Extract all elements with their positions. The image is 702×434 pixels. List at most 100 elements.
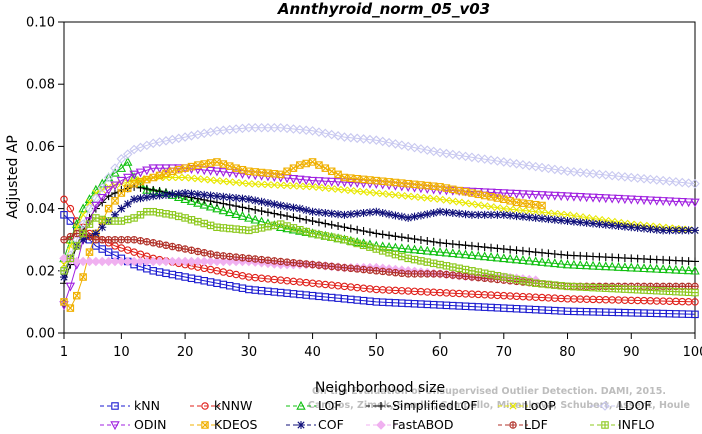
data-point-fastabod [218,256,229,267]
data-point-inflo [60,267,68,275]
data-point-cof [200,190,209,199]
data-point-odin [677,198,687,207]
data-point-fastabod [135,256,146,267]
data-point-inflo [270,221,279,230]
data-point-odin [237,170,248,179]
data-point-odin [212,167,222,177]
data-point-kdeos [327,167,336,176]
data-point-kdeos [85,248,94,256]
data-point-ldf [378,267,387,276]
data-point-cof [91,229,100,238]
data-point-kdeos [66,304,75,312]
y-tick-label: 0.06 [26,140,55,155]
data-point-loop [500,205,508,213]
data-point-ldf [315,261,323,269]
data-point-lof [186,195,197,205]
data-point-lof [288,224,299,234]
data-point-simplifiedlof [525,247,534,256]
data-point-fastabod [148,256,159,267]
data-point-loop [519,206,527,215]
x-tick-label: 50 [368,345,385,360]
data-point-ldf [404,270,412,278]
data-point-simplifiedlof [295,214,304,223]
data-point-odin [129,170,139,180]
data-point-inflo [219,224,228,232]
data-point-odin [524,190,534,200]
data-point-cof [161,190,170,199]
data-point-inflo [111,217,119,225]
y-axis-label: Adjusted AP [5,135,21,219]
data-point-cof [397,212,406,221]
data-point-ldf [213,251,221,260]
data-point-inflo [461,265,470,274]
legend-label: kNN [134,398,160,413]
data-point-cof [155,191,164,200]
data-point-loop [366,188,374,197]
data-point-fastabod [161,256,171,267]
data-point-simplifiedlof [314,218,323,227]
data-point-cof [123,199,132,208]
data-point-loop [404,192,412,200]
x-tick-label: 80 [559,345,576,360]
legend-marker [201,402,209,410]
data-point-cof [372,207,381,216]
data-point-odin [352,179,362,188]
data-point-fastabod [91,256,101,267]
data-point-ldof [250,122,260,133]
data-point-lof [524,255,534,265]
data-point-odin [486,188,496,198]
data-point-loop [200,175,208,183]
data-point-inflo [474,268,483,276]
data-point-odin [154,164,165,174]
legend-marker [509,421,517,429]
legend-item-cof: COF [286,417,344,432]
data-point-cof [678,226,687,235]
x-tick-label: 30 [241,345,258,360]
data-point-ldf [283,258,291,266]
data-point-inflo [391,250,400,259]
data-point-odin [626,195,636,205]
data-point-odin [607,194,617,204]
chart-title: Annthyroid_norm_05_v03 [277,0,490,18]
data-point-ldf [104,235,113,244]
data-point-lof [231,209,241,218]
data-point-lof [518,255,528,264]
data-point-ldf [436,270,444,278]
data-point-simplifiedlof [238,203,247,212]
data-point-lof [78,203,88,213]
data-point-cof [98,223,107,232]
data-point-inflo [672,287,680,296]
data-point-loop [487,203,495,211]
data-point-fastabod [97,256,108,267]
data-point-lof [505,253,515,263]
data-point-simplifiedlof [378,230,387,239]
data-point-simplifiedlof [480,243,489,252]
data-point-simplifiedlof [455,240,464,249]
data-point-inflo [123,215,132,224]
data-point-lof [467,250,477,260]
legend-marker [509,402,517,410]
data-point-ldof [365,134,375,145]
data-point-ldof [422,145,433,155]
data-point-loop [583,214,591,222]
data-point-ldof [275,122,286,133]
data-point-cof [525,213,534,222]
data-point-loop [219,177,227,185]
data-point-ldof [320,128,331,139]
data-point-cof [219,192,228,201]
data-point-inflo [245,226,253,235]
data-point-cof [518,212,527,221]
data-point-ldf [155,240,164,248]
data-point-ldof [556,165,566,176]
data-point-ldof [122,149,133,159]
data-point-simplifiedlof [232,202,241,211]
data-point-cof [652,225,661,234]
data-point-cof [302,206,311,215]
data-point-loop [168,173,176,182]
data-point-lof [690,265,700,275]
data-point-loop [66,242,74,250]
data-point-odin [193,165,203,175]
data-point-simplifiedlof [353,225,362,234]
data-point-loop [175,173,183,182]
data-point-odin [671,197,681,207]
